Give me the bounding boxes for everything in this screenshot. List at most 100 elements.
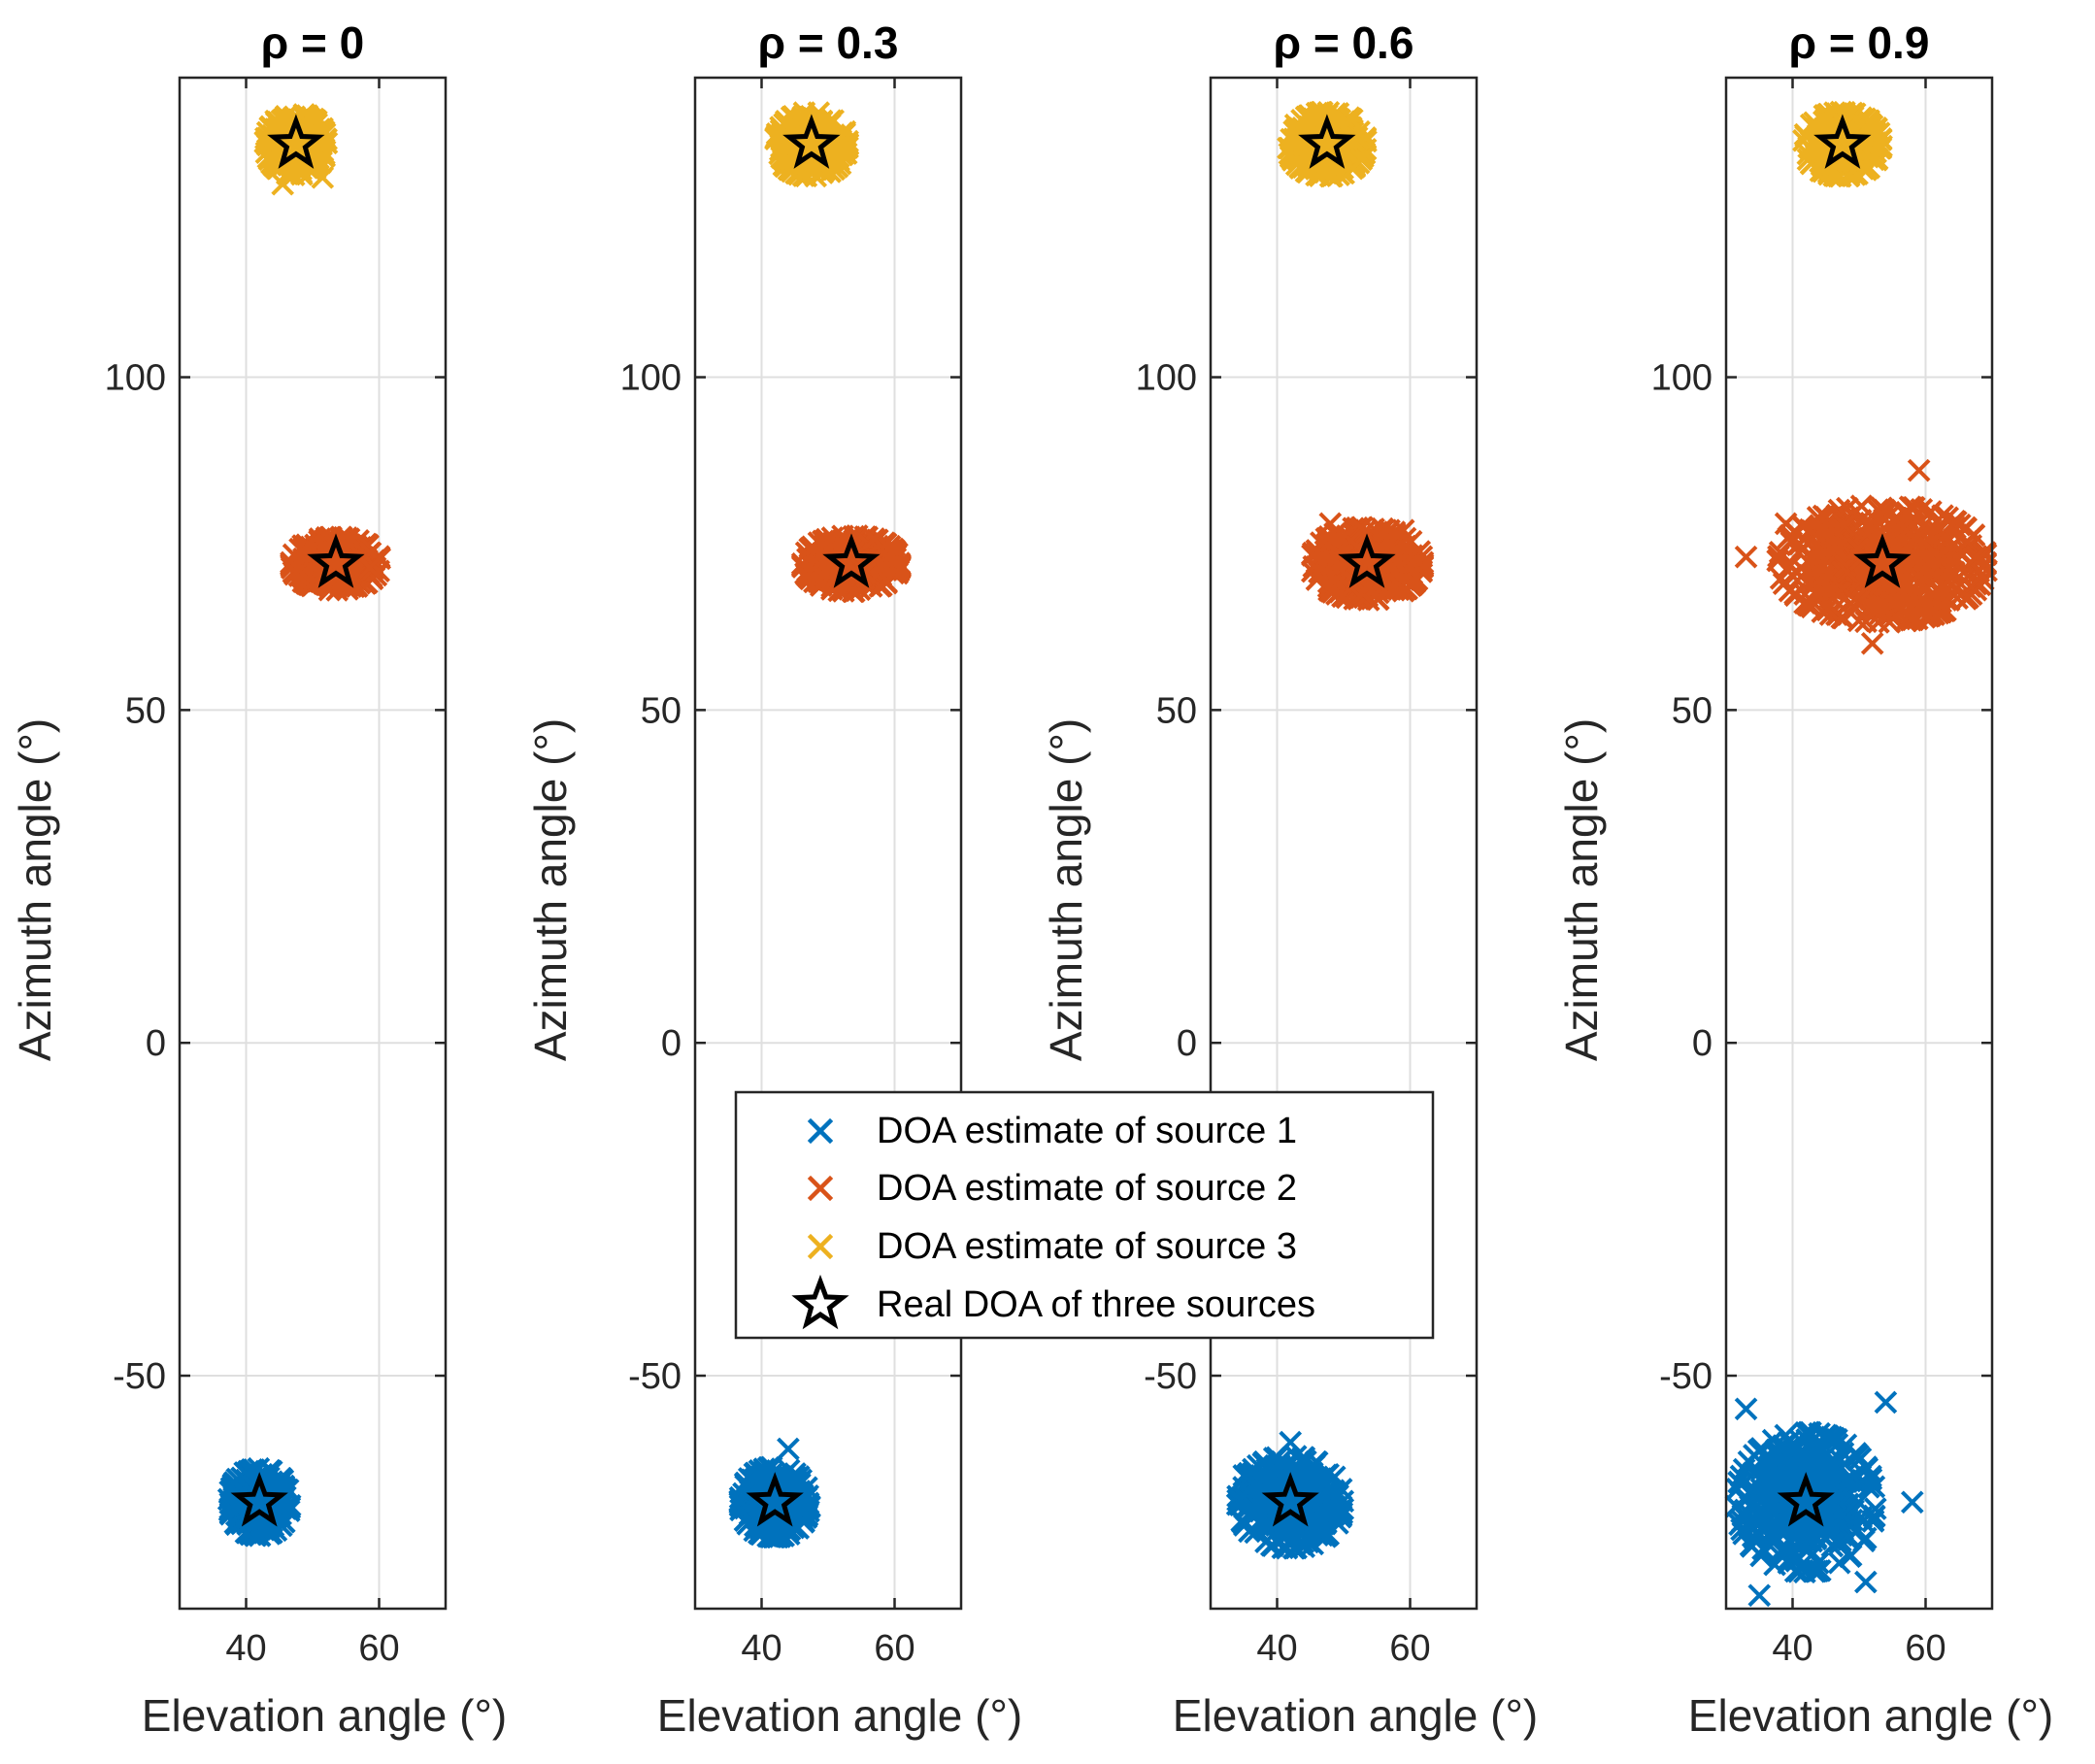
chart-panel-2: 40 60 -50 0 50 100 ρ = 0.3 Elevation angle (°) A… xyxy=(525,17,1022,1741)
axes-box xyxy=(1724,76,1994,1611)
data-point-outlier xyxy=(271,172,295,196)
data-point xyxy=(748,1459,772,1482)
chart-panel-4: 40 60 -50 0 50 100 ρ = 0.9 Elevation angle (°) A… xyxy=(1556,17,2053,1741)
data-point-outlier xyxy=(311,166,335,189)
data-point-outlier xyxy=(1279,1430,1303,1454)
data-point xyxy=(1246,1499,1269,1523)
x-axis-label: Elevation angle (°) xyxy=(142,1690,507,1741)
data-point xyxy=(1268,1450,1292,1475)
data-point xyxy=(1912,606,1937,629)
y-tick-label: 0 xyxy=(1177,1023,1197,1064)
plot-area xyxy=(1726,78,1992,1609)
axes-box xyxy=(1209,76,1479,1611)
y-axis-label: Azimuth angle (°) xyxy=(525,718,576,1061)
data-point xyxy=(1855,1456,1879,1481)
series-real-doa xyxy=(1261,114,1396,1527)
data-point xyxy=(1806,1559,1830,1583)
x-tick-label: 60 xyxy=(1389,1628,1430,1669)
data-point-outlier xyxy=(1907,458,1931,483)
data-point xyxy=(1811,600,1835,623)
data-point xyxy=(1242,1457,1265,1481)
series-source-2 xyxy=(1734,458,1998,655)
data-point xyxy=(1300,1473,1323,1496)
data-point-outlier xyxy=(1747,1583,1772,1608)
data-point xyxy=(1870,598,1893,621)
data-point xyxy=(820,526,845,549)
data-point xyxy=(1806,583,1830,608)
data-point xyxy=(1802,573,1826,597)
data-point xyxy=(1815,598,1840,621)
y-tick-label: 0 xyxy=(146,1023,166,1064)
chart-title: ρ = 0 xyxy=(261,17,364,68)
x-tick-label: 40 xyxy=(225,1628,266,1669)
data-point xyxy=(1799,1420,1822,1445)
chart-title: ρ = 0.6 xyxy=(1274,17,1414,68)
series-source-2 xyxy=(1300,512,1435,612)
real-doa-star xyxy=(1813,114,1872,169)
data-point xyxy=(1818,1429,1842,1453)
data-point xyxy=(1766,549,1790,573)
data-point xyxy=(1783,1559,1808,1583)
data-point xyxy=(1371,518,1395,543)
real-doa-star xyxy=(746,1472,804,1527)
data-point xyxy=(1767,545,1790,568)
data-point xyxy=(1799,151,1823,176)
data-point xyxy=(252,1517,276,1542)
data-point xyxy=(1732,1522,1755,1546)
data-point xyxy=(783,1462,807,1485)
data-point xyxy=(1762,1524,1786,1548)
data-point xyxy=(1773,1541,1796,1564)
axes-box xyxy=(693,76,963,1611)
data-point xyxy=(1765,1438,1788,1462)
x-tick-label: 60 xyxy=(874,1628,914,1669)
y-tick-label: 0 xyxy=(661,1023,682,1064)
series-real-doa xyxy=(746,114,881,1527)
data-point xyxy=(827,127,851,151)
data-point xyxy=(1403,570,1427,594)
data-point xyxy=(1366,587,1389,612)
data-point xyxy=(1318,580,1343,603)
y-tick-label: 50 xyxy=(1156,690,1197,731)
data-point xyxy=(1727,1470,1751,1494)
data-point xyxy=(800,535,824,559)
data-point xyxy=(728,1489,752,1514)
data-point xyxy=(1304,1449,1328,1474)
x-tick-label: 40 xyxy=(741,1628,781,1669)
real-doa-star xyxy=(1298,114,1356,169)
data-point xyxy=(1912,530,1937,553)
data-point xyxy=(1838,1448,1862,1472)
y-axis-label: Azimuth angle (°) xyxy=(1041,718,1091,1061)
y-axis-label: Azimuth angle (°) xyxy=(10,718,60,1061)
data-point xyxy=(1772,572,1796,596)
y-tick-label: -50 xyxy=(113,1356,166,1397)
data-point xyxy=(1796,1454,1820,1479)
legend-marker-real-doa xyxy=(791,1274,849,1330)
data-point-outlier xyxy=(1900,1490,1924,1514)
data-point-outlier xyxy=(770,146,793,170)
y-tick-label: 50 xyxy=(641,690,682,731)
data-point xyxy=(1731,1503,1755,1527)
data-point xyxy=(1803,1559,1826,1583)
data-point xyxy=(1942,532,1966,556)
legend-label-real-doa: Real DOA of three sources xyxy=(877,1284,1315,1325)
x-tick-label: 40 xyxy=(1256,1628,1297,1669)
chart-title: ρ = 0.3 xyxy=(758,17,899,68)
data-point xyxy=(1251,1451,1276,1476)
data-point xyxy=(811,542,834,566)
data-point xyxy=(1930,549,1953,573)
data-point xyxy=(1774,1423,1798,1448)
data-point xyxy=(798,567,822,591)
data-point xyxy=(1328,108,1352,132)
series-source-1 xyxy=(1225,1430,1355,1560)
data-point xyxy=(1292,128,1316,151)
data-point-outlier xyxy=(1734,545,1758,569)
data-point xyxy=(1822,518,1846,543)
y-tick-label: 100 xyxy=(105,358,166,399)
data-point xyxy=(1827,1550,1851,1575)
series-real-doa xyxy=(230,114,365,1527)
legend-star-icon xyxy=(791,1274,849,1330)
data-point xyxy=(1398,552,1421,577)
real-doa-star xyxy=(1338,533,1396,588)
data-point xyxy=(1777,1445,1800,1468)
data-point xyxy=(1870,134,1893,158)
